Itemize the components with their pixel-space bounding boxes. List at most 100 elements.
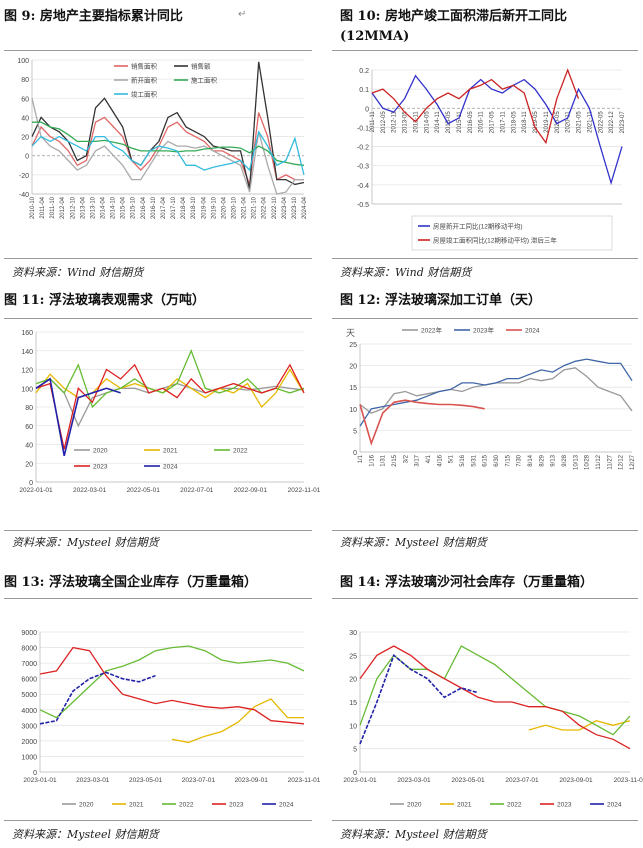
- x-tick-label: 2019-04: [201, 196, 207, 219]
- y-tick-label: 60: [21, 96, 29, 103]
- x-tick-label: 2020-04: [221, 196, 227, 219]
- series-line-2: [359, 399, 485, 446]
- figure-10-source-rule: [332, 258, 638, 259]
- x-tick-label: 2022-04: [262, 196, 268, 219]
- x-tick-label: 12/27: [630, 454, 636, 470]
- y-tick-label: 140: [21, 349, 33, 356]
- figure-10-caption-line1: 图 10: 房地产竣工面积滞后新开工同比: [340, 9, 567, 24]
- x-tick-label: 1/31: [381, 454, 387, 466]
- x-tick-label: 1/16: [369, 454, 375, 466]
- legend-label: 2021: [129, 802, 144, 809]
- series-line-0: [31, 112, 304, 185]
- series-line-2: [35, 349, 305, 409]
- x-tick-label: 2022-03-01: [73, 487, 107, 494]
- x-tick-label: 2020-11: [566, 111, 572, 133]
- x-tick-label: 5/1: [449, 454, 455, 463]
- y-tick-label: 0: [353, 770, 357, 777]
- x-tick-label: 7/15: [505, 454, 511, 466]
- x-tick-label: 6/30: [494, 454, 500, 466]
- series-line-4: [31, 130, 305, 176]
- legend-label: 2021: [163, 448, 178, 455]
- x-tick-label: 2023-03-01: [76, 777, 110, 784]
- x-tick-label: 5/16: [460, 454, 466, 466]
- figure-12-chart: 天 25 20 15 10 5 01/1 1/16 1/31 2/15 3/2 3/17 4/1 4/16…: [346, 326, 636, 471]
- x-tick-label: 2022-12: [609, 111, 615, 134]
- figure-12-caption: 图 12: 浮法玻璃深加工订单（天）: [340, 293, 541, 308]
- x-tick-label: 2017-10: [171, 196, 177, 219]
- x-tick-label: 2014-10: [111, 196, 117, 219]
- y-tick-label: 100: [17, 58, 29, 65]
- y-tick-label: 5: [353, 747, 357, 754]
- series-line-1: [31, 61, 305, 190]
- x-tick-label: 8/29: [539, 454, 545, 466]
- y-tick-label: -40: [19, 192, 29, 199]
- figure-10-rule: [332, 50, 638, 51]
- series-line-4: [39, 671, 156, 725]
- y-tick-label: 80: [25, 405, 33, 412]
- x-tick-label: 8/14: [528, 454, 534, 466]
- figure-11-caption: 图 11: 浮法玻璃表观需求（万吨）: [4, 293, 205, 308]
- figure-9-source: 资料来源：Wind 财信期货: [12, 266, 144, 279]
- x-tick-label: 2019-11: [544, 111, 550, 133]
- figure-13-source-rule: [4, 820, 312, 821]
- y-tick-label: 0: [29, 480, 33, 487]
- series-line-3: [39, 646, 305, 725]
- series-line-4: [359, 653, 479, 745]
- x-tick-label: 2023-01-01: [343, 777, 377, 784]
- y-tick-label: 5: [353, 428, 357, 435]
- legend-label: 2024: [607, 802, 622, 809]
- x-tick-label: 4/16: [437, 454, 443, 466]
- x-tick-label: 2013-11: [413, 111, 419, 133]
- x-tick-label: 2017-04: [161, 196, 167, 219]
- x-tick-label: 11/12: [596, 454, 602, 469]
- y-tick-label: -0.2: [357, 145, 369, 152]
- figure-14-caption: 图 14: 浮法玻璃沙河社会库存（万重量箱）: [340, 575, 593, 590]
- y-tick-label: 6000: [21, 677, 37, 684]
- figure-9-caption: 图 9: 房地产主要指标累计同比: [4, 9, 183, 24]
- x-tick-label: 2023-10: [292, 196, 298, 219]
- x-tick-label: 2023-03-01: [397, 777, 431, 784]
- y-tick-label: 3000: [21, 723, 37, 730]
- y-tick-label: 9000: [21, 630, 37, 637]
- return-mark: ↵: [238, 9, 247, 20]
- x-tick-label: 2022-10: [272, 196, 278, 219]
- x-tick-label: 2014-04: [101, 196, 107, 219]
- x-tick-label: 2023-07-01: [182, 777, 216, 784]
- figure-14-source-rule: [332, 820, 638, 821]
- series-line-2: [39, 645, 305, 719]
- series-line-0: [359, 367, 633, 414]
- y-tick-label: 20: [25, 461, 33, 468]
- y-tick-label: 0: [25, 154, 29, 161]
- legend-box: [411, 215, 613, 251]
- x-tick-label: 2017-05: [490, 111, 496, 134]
- legend-label: 2024: [525, 328, 540, 335]
- y-tick-label: 0.1: [359, 87, 369, 94]
- y-axis-label: 天: [346, 328, 355, 338]
- x-tick-label: 2023-11-01: [614, 777, 643, 784]
- x-tick-label: 2015-11: [457, 111, 463, 133]
- legend-label: 2024: [279, 802, 294, 809]
- x-tick-label: 2023-01-01: [23, 777, 57, 784]
- y-tick-label: 8000: [21, 646, 37, 653]
- y-tick-label: -0.5: [357, 202, 369, 209]
- x-tick-label: 2023-05-01: [451, 777, 485, 784]
- legend-label: 2022: [507, 802, 522, 809]
- x-tick-label: 2014-05: [424, 111, 430, 134]
- y-tick-label: 7000: [21, 661, 37, 668]
- legend-label: 房屋竣工面积同比(12期移动平均) 滞后三年: [433, 236, 557, 245]
- x-tick-label: 9/28: [562, 454, 568, 466]
- series-line-0: [371, 74, 623, 186]
- x-tick-label: 2024-04: [302, 196, 308, 219]
- x-tick-label: 2023-07: [620, 111, 626, 134]
- figure-12-rule: [332, 318, 638, 319]
- x-tick-label: 2018-11: [522, 111, 528, 133]
- x-tick-label: 2016-05: [468, 111, 474, 134]
- x-tick-label: 10/28: [585, 454, 591, 470]
- y-tick-label: 20: [349, 677, 357, 684]
- series-line-3: [359, 645, 631, 750]
- x-tick-label: 2015-05: [446, 111, 452, 134]
- legend-label: 房屋新开工同比(12期移动平均): [433, 222, 523, 231]
- y-tick-label: 30: [349, 630, 357, 637]
- legend-label: 2024: [163, 464, 178, 471]
- x-tick-label: 2022-07-01: [180, 487, 214, 494]
